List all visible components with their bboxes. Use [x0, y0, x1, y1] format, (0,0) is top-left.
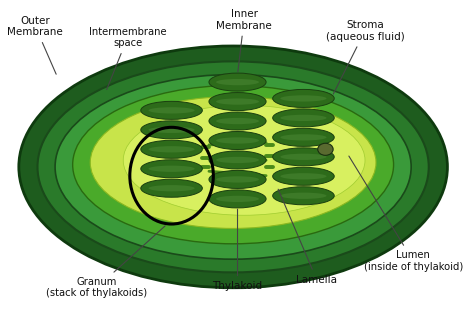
Ellipse shape: [148, 146, 195, 152]
Ellipse shape: [273, 128, 334, 146]
Ellipse shape: [273, 167, 334, 185]
Ellipse shape: [141, 121, 202, 139]
Ellipse shape: [209, 112, 266, 130]
Ellipse shape: [209, 132, 266, 149]
Ellipse shape: [141, 160, 202, 178]
Ellipse shape: [216, 118, 259, 124]
Ellipse shape: [148, 165, 195, 172]
Ellipse shape: [281, 115, 327, 121]
Ellipse shape: [216, 196, 259, 202]
Ellipse shape: [123, 105, 365, 215]
Ellipse shape: [216, 137, 259, 143]
Ellipse shape: [216, 98, 259, 105]
Ellipse shape: [273, 89, 334, 107]
Ellipse shape: [216, 79, 259, 85]
Ellipse shape: [55, 74, 411, 259]
Ellipse shape: [19, 46, 447, 288]
Ellipse shape: [281, 154, 327, 160]
Ellipse shape: [148, 127, 195, 133]
Text: Outer
Membrane: Outer Membrane: [8, 16, 63, 74]
Ellipse shape: [281, 192, 327, 199]
Ellipse shape: [209, 151, 266, 169]
Text: Lamella: Lamella: [278, 189, 337, 284]
Ellipse shape: [318, 143, 333, 155]
Ellipse shape: [141, 140, 202, 158]
Ellipse shape: [216, 157, 259, 163]
Ellipse shape: [209, 93, 266, 111]
Ellipse shape: [148, 107, 195, 114]
Ellipse shape: [209, 171, 266, 188]
Text: Lumen
(inside of thylakoid): Lumen (inside of thylakoid): [349, 156, 463, 272]
Ellipse shape: [273, 148, 334, 166]
Ellipse shape: [281, 173, 327, 179]
Text: Granum
(stack of thylakoids): Granum (stack of thylakoids): [46, 226, 165, 298]
Ellipse shape: [281, 95, 327, 102]
Text: Thylakoid: Thylakoid: [212, 209, 263, 291]
Ellipse shape: [37, 61, 429, 272]
Ellipse shape: [141, 179, 202, 197]
Ellipse shape: [209, 190, 266, 208]
Ellipse shape: [216, 176, 259, 182]
Ellipse shape: [148, 185, 195, 191]
Ellipse shape: [141, 101, 202, 119]
Ellipse shape: [73, 85, 393, 244]
Ellipse shape: [281, 134, 327, 141]
Ellipse shape: [273, 109, 334, 127]
Text: Intermembrane
space: Intermembrane space: [89, 27, 166, 89]
Ellipse shape: [209, 73, 266, 91]
Text: Stroma
(aqueous fluid): Stroma (aqueous fluid): [326, 20, 404, 94]
Text: Inner
Membrane: Inner Membrane: [216, 9, 272, 72]
Ellipse shape: [273, 187, 334, 205]
Ellipse shape: [90, 96, 376, 228]
